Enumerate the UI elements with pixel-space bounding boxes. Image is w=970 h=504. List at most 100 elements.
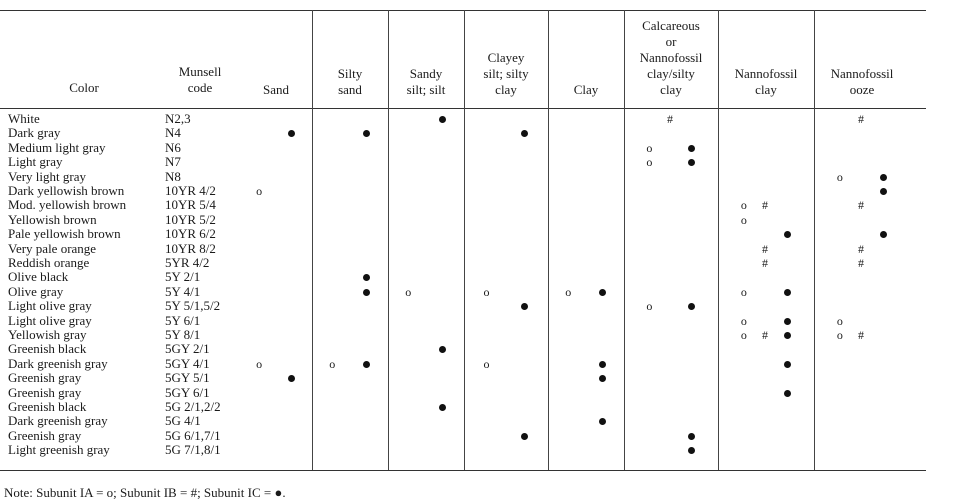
subunit-ic-marker [879, 231, 887, 239]
color-name: Greenish gray [8, 427, 82, 443]
occurrence-cell: # [718, 256, 814, 270]
occurrence-cell [624, 443, 718, 457]
subunit-ic-marker [363, 130, 371, 138]
color-name: Very light gray [8, 168, 86, 184]
subunit-ic-marker [688, 303, 696, 311]
munsell-code: 5Y 2/1 [165, 269, 201, 285]
munsell-code: 5GY 2/1 [165, 341, 210, 357]
color-name: Dark gray [8, 125, 61, 141]
subunit-ib-marker: # [762, 328, 768, 342]
occurrence-cell [388, 400, 464, 414]
occurrence-cell [814, 227, 910, 241]
color-name: Very pale orange [8, 240, 97, 256]
occurrence-cell [718, 357, 814, 371]
subunit-ic-marker [879, 173, 887, 181]
munsell-code: 5YR 4/2 [165, 255, 210, 270]
subunit-ic-marker [520, 130, 528, 138]
occurrence-cell: o [718, 314, 814, 328]
subunit-ic-marker [599, 288, 607, 296]
subunit-ib-marker: # [762, 256, 768, 270]
subunit-ib-marker: # [858, 256, 864, 270]
munsell-code: 10YR 8/2 [165, 240, 216, 256]
header-rule [0, 108, 926, 109]
subunit-ic-marker [783, 231, 791, 239]
color-name: Pale yellowish brown [8, 226, 121, 242]
column-header: Silty sand [337, 66, 363, 97]
occurrence-cell: o [464, 357, 548, 371]
occurrence-cell [548, 414, 624, 428]
subunit-ia-marker: o [405, 284, 412, 299]
subunit-ic-marker [363, 288, 371, 296]
munsell-code: 5Y 8/1 [165, 327, 201, 342]
subunit-ic-marker [688, 447, 696, 455]
munsell-code: N8 [165, 168, 181, 184]
munsell-code: 5G 7/1,8/1 [165, 442, 221, 458]
column-separator [624, 10, 625, 470]
munsell-code: N4 [165, 125, 181, 141]
subunit-ia-marker: o [740, 284, 747, 299]
color-name: Dark greenish gray [8, 413, 108, 429]
top-rule [0, 10, 926, 11]
subunit-ia-marker: o [646, 155, 653, 170]
column-separator [718, 10, 719, 470]
occurrence-cell [814, 184, 910, 198]
occurrence-cell [388, 342, 464, 356]
subunit-ia-marker: o [740, 212, 747, 227]
column-separator [312, 10, 313, 470]
munsell-code: 5Y 6/1 [165, 312, 201, 328]
occurrence-cell: o [718, 285, 814, 299]
column-header: Clayey silt; silty clay [483, 50, 529, 97]
subunit-ib-marker: # [762, 198, 768, 213]
occurrence-cell [718, 227, 814, 241]
occurrence-cell: o [240, 357, 312, 371]
occurrence-cell: o [624, 155, 718, 169]
subunit-ic-marker [520, 303, 528, 311]
column-separator [464, 10, 465, 470]
column-separator [814, 10, 815, 470]
munsell-code: 5Y 5/1,5/2 [165, 298, 221, 314]
occurrence-cell: o # [814, 328, 910, 342]
munsell-code: 5GY 4/1 [165, 355, 210, 371]
column-separator [548, 10, 549, 470]
subunit-ia-marker: o [836, 313, 843, 328]
subunit-ic-marker [783, 288, 791, 296]
subunit-ib-marker: # [762, 241, 768, 256]
munsell-code: 10YR 6/2 [165, 226, 216, 242]
color-name: Olive black [8, 269, 69, 285]
subunit-ic-marker [439, 116, 447, 123]
color-name: Light greenish gray [8, 442, 110, 458]
color-name: Greenish gray [8, 370, 82, 386]
color-name: Yellowish gray [8, 327, 87, 342]
occurrence-cell: o [624, 141, 718, 155]
column-header: Sandy silt; silt [406, 66, 446, 97]
occurrence-cell: # [718, 242, 814, 256]
subunit-ia-marker: o [483, 284, 490, 299]
color-name: Dark greenish gray [8, 355, 108, 371]
munsell-code: 10YR 5/4 [165, 197, 216, 213]
color-name: Dark yellowish brown [8, 183, 125, 198]
subunit-ic-marker [288, 130, 296, 138]
subunit-ic-marker [599, 375, 607, 383]
subunit-ia-marker: o [836, 169, 843, 184]
subunit-ic-marker [879, 188, 887, 195]
bottom-rule [0, 470, 926, 471]
subunit-ic-marker [288, 375, 296, 383]
occurrence-cell: o [814, 170, 910, 184]
occurrence-cell: # [814, 112, 910, 126]
subunit-ia-marker: o [646, 140, 653, 155]
column-header: Calcareous or Nannofossil clay/silty clay [639, 18, 703, 97]
occurrence-cell [312, 126, 388, 140]
subunit-ic-marker [783, 317, 791, 325]
occurrence-cell: # [624, 112, 718, 126]
occurrence-cell [548, 371, 624, 385]
color-name: Greenish gray [8, 384, 82, 400]
munsell-code: 5GY 5/1 [165, 370, 210, 386]
color-name: Light olive gray [8, 312, 92, 328]
munsell-code: 5G 6/1,7/1 [165, 427, 221, 443]
munsell-code: N6 [165, 139, 181, 155]
subunit-ib-marker: # [667, 112, 673, 126]
color-name: Greenish black [8, 399, 87, 414]
occurrence-cell: o [312, 357, 388, 371]
occurrence-cell [388, 112, 464, 126]
occurrence-cell [548, 357, 624, 371]
